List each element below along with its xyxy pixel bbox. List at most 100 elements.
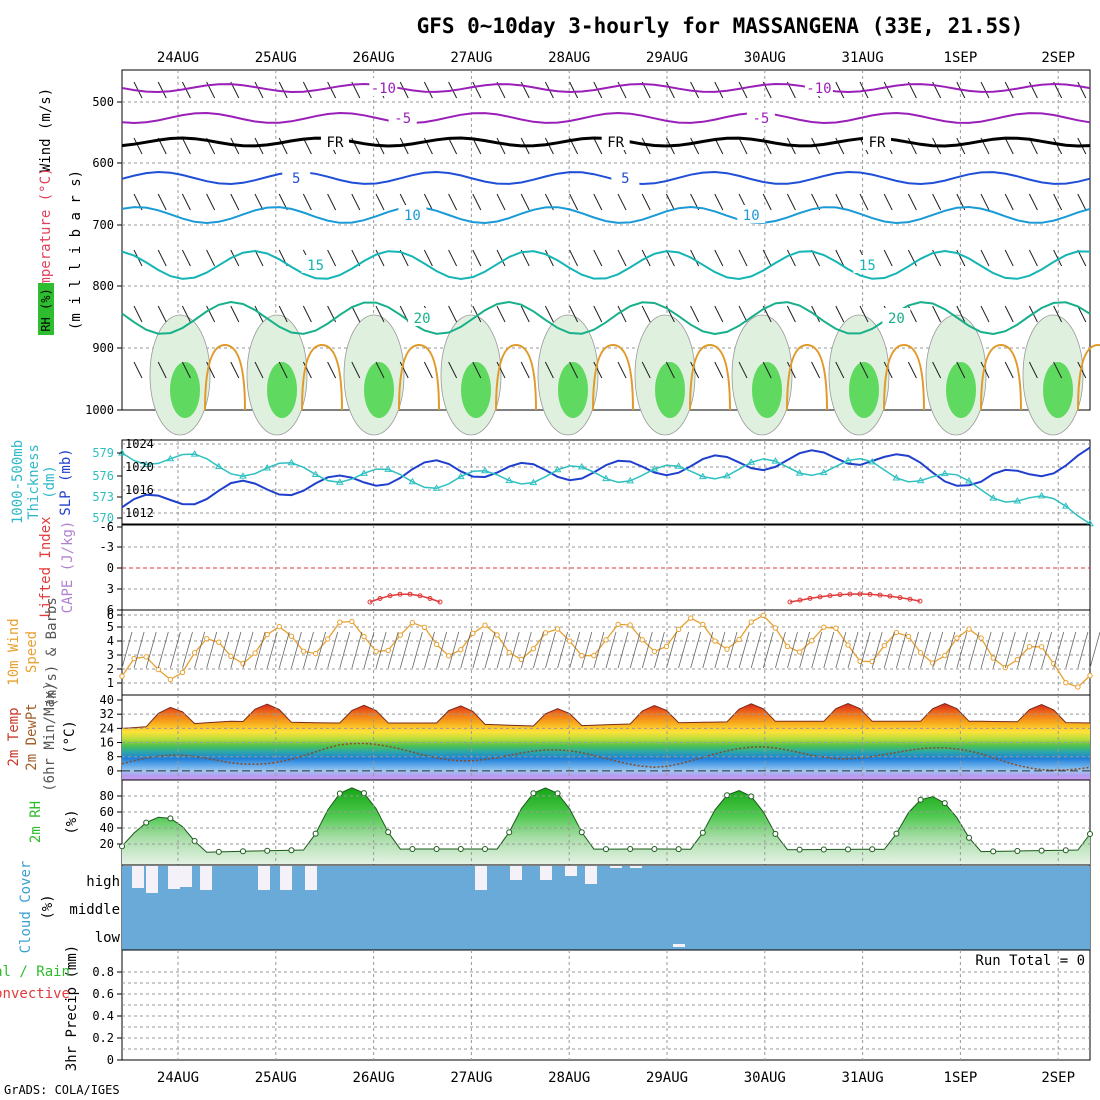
wind-speed-marker [615, 621, 621, 628]
wind-speed-marker [651, 648, 658, 655]
thickness-marker [844, 456, 852, 464]
wind-barb [302, 305, 312, 323]
thickness-marker [505, 476, 514, 484]
y-tick-label: 0 [107, 1053, 114, 1067]
thickness-marker [626, 476, 635, 484]
wind-speed-marker [1087, 672, 1093, 679]
contour-label: 10 [404, 208, 421, 224]
bottom-date-label: 25AUG [255, 1070, 297, 1086]
wind-barb [157, 193, 167, 211]
y-tick-label: 5 [107, 620, 114, 634]
wind-speed-marker [433, 641, 440, 648]
contour-label: 20 [414, 311, 431, 327]
wind-speed-marker [131, 655, 137, 662]
thickness-marker [650, 464, 659, 472]
y-tick-label: 16 [100, 736, 114, 750]
rh-marker [845, 846, 851, 853]
y-tick-label: 40 [100, 693, 114, 707]
rh-marker [578, 829, 585, 836]
wind-speed-marker [990, 655, 996, 661]
wind-barb [181, 193, 191, 211]
wind-speed-marker [191, 650, 198, 656]
li-marker [417, 593, 423, 599]
cloud-gap [475, 866, 487, 890]
wind-speed-marker [361, 633, 367, 640]
bottom-date-label: 30AUG [744, 1070, 786, 1086]
y-tick-label: 8 [107, 750, 114, 764]
wind-speed-marker [579, 652, 585, 659]
wind-barb [641, 305, 651, 323]
rh-marker [820, 846, 827, 853]
wind-speed-marker [482, 622, 488, 628]
thickness-marker [965, 477, 973, 484]
cloud-gap [180, 866, 192, 887]
wind-speed-marker [349, 618, 355, 625]
wind-speed-marker [845, 642, 851, 648]
wind-barb [883, 193, 893, 211]
li-marker [877, 592, 883, 598]
temperature-contour [121, 82, 1091, 94]
wind-barb-10m [992, 631, 1004, 669]
wind-barb [375, 249, 385, 267]
top-date-label: 25AUG [255, 50, 297, 66]
y-tick-label: 4 [107, 634, 114, 648]
rh-high-area [849, 362, 879, 418]
cloud-middle-label: middle [69, 902, 120, 918]
wind-barb [617, 81, 627, 99]
wind-speed-marker [663, 643, 670, 650]
wind-barb-10m [714, 631, 726, 669]
wind-barb [327, 249, 337, 267]
wind-barb [714, 81, 724, 99]
y-tick-label: 2 [107, 662, 114, 676]
wind-barb [399, 81, 409, 99]
wind-speed-marker [905, 633, 912, 640]
warm-contour [592, 343, 634, 411]
wind-speed-marker [204, 635, 210, 642]
wind-speed-marker [1038, 644, 1045, 650]
cloud-cover-panel: Cloud Cover (%) high middle low [18, 861, 1091, 953]
slp-panel-frame [121, 439, 1091, 525]
wind-speed-marker [494, 632, 500, 638]
rh-marker [699, 829, 706, 836]
wind-barb [423, 249, 433, 267]
bottom-date-label: 2SEP [1041, 1070, 1075, 1086]
rh-marker [264, 847, 271, 854]
wind-barb-10m [811, 631, 823, 669]
wind-barb [1053, 361, 1063, 379]
wind-barb-10m [399, 631, 411, 669]
y-tick-label: 24 [100, 721, 114, 735]
wind-barb [206, 361, 216, 379]
wind-speed-marker [809, 638, 815, 644]
wind-barb-10m [629, 631, 641, 669]
y-tick-label: 0.8 [92, 965, 114, 979]
wind-speed-marker [167, 676, 174, 683]
wind-barb [544, 361, 554, 379]
wind-speed-marker [978, 635, 984, 641]
wind-speed-marker [264, 631, 270, 638]
precip-total-rain-label: Total / Rain [0, 964, 70, 980]
wind-barb-10m [835, 631, 847, 669]
li-marker [837, 592, 843, 598]
cloud-gap [146, 866, 158, 893]
thickness-marker [602, 474, 610, 482]
lifted-index-panel: -6 -3 0 3 6 Lifted Index CAPE (J/kg) [38, 516, 1091, 618]
wind-barb-10m [617, 631, 629, 669]
contour-label: -10 [806, 81, 831, 97]
warm-contour [204, 343, 246, 411]
wind-barb [859, 361, 869, 379]
warm-contour [1077, 343, 1100, 411]
li-marker [377, 596, 383, 602]
thickness-marker [190, 450, 199, 457]
top-date-label: 2SEP [1041, 50, 1075, 66]
wind-barb-10m [520, 631, 532, 669]
wind-barb [181, 137, 191, 155]
wind-barb [1077, 193, 1087, 211]
wind-barb [254, 193, 264, 211]
wind-speed-marker [288, 633, 295, 639]
wind-barb [544, 137, 554, 155]
wind-barb-10m [533, 631, 544, 669]
y-tick-label: 40 [100, 821, 114, 835]
wind-barb [254, 361, 264, 379]
top-date-axis: 24AUG 25AUG 26AUG 27AUG 28AUG 29AUG 30AUG 31AUG… [157, 50, 1075, 66]
